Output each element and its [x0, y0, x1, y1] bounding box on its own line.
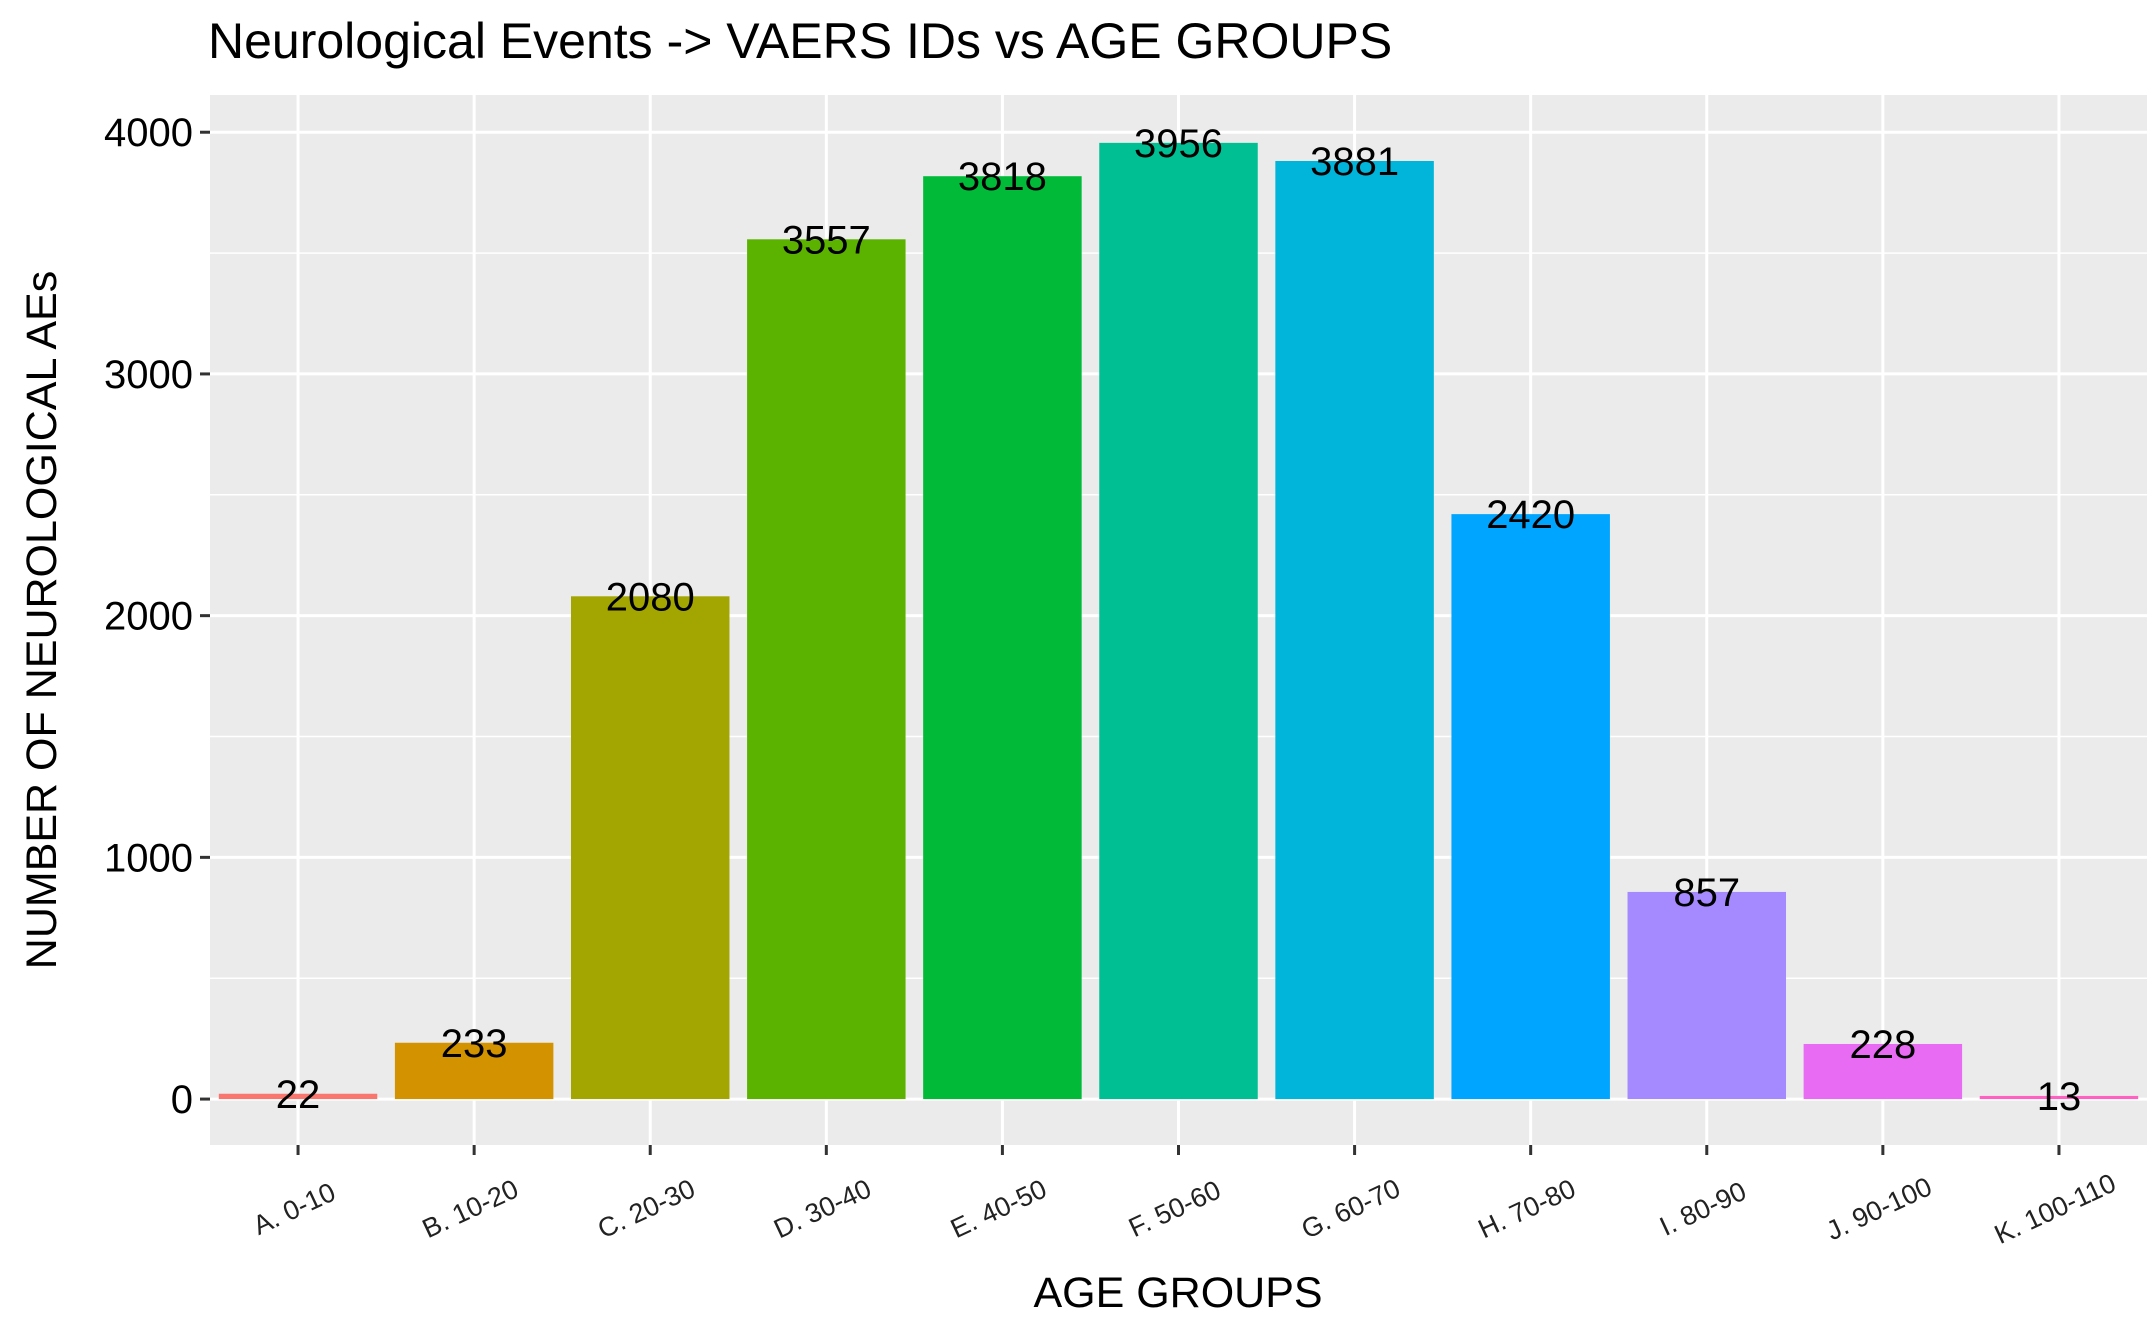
x-tick-label: C. 20-30 — [593, 1173, 700, 1244]
x-tick-label: I. 80-90 — [1655, 1176, 1751, 1242]
bar — [570, 596, 730, 1100]
x-tick-label: H. 70-80 — [1474, 1173, 1581, 1244]
x-tick-label: K. 100-110 — [1990, 1168, 2121, 1250]
bar — [218, 1093, 378, 1100]
bar — [1099, 142, 1258, 1100]
y-tick-label: 1000 — [104, 836, 193, 880]
x-tick-label: G. 60-70 — [1297, 1173, 1405, 1245]
y-tick-label: 0 — [171, 1078, 193, 1122]
bars — [218, 142, 2139, 1100]
bar-value-label: 2420 — [1486, 493, 1575, 537]
x-tick-label: A. 0-10 — [248, 1177, 340, 1241]
bar — [1979, 1095, 2139, 1100]
y-tick-label: 2000 — [104, 595, 193, 639]
y-axis-title: NUMBER OF NEUROLOGICAL AEs — [18, 271, 66, 969]
bar — [1275, 160, 1434, 1100]
y-axis: 0 1000 2000 3000 4000 — [104, 111, 210, 1122]
bar-value-label: 22 — [276, 1073, 321, 1117]
bar — [1451, 514, 1610, 1100]
bar-value-label: 3956 — [1134, 122, 1223, 166]
x-tick-label: F. 50-60 — [1124, 1175, 1225, 1243]
bar-value-label: 3881 — [1310, 140, 1399, 184]
x-axis: A. 0-10 B. 10-20 C. 20-30 D. 30-40 E. 40-50 F… — [248, 1145, 2120, 1250]
bar — [747, 239, 906, 1100]
bar-value-label: 2080 — [606, 575, 695, 619]
chart-title: Neurological Events -> VAERS IDs vs AGE … — [208, 13, 1392, 69]
data-labels: 22 233 2080 3557 3818 3956 3881 2420 857 228 13 — [276, 122, 2081, 1119]
bar — [394, 1042, 554, 1100]
bar-value-label: 228 — [1849, 1023, 1916, 1067]
y-tick-label: 3000 — [104, 353, 193, 397]
x-axis-title: AGE GROUPS — [1033, 1269, 1322, 1317]
bar-value-label: 3557 — [782, 218, 871, 262]
x-tick-label: E. 40-50 — [946, 1174, 1051, 1244]
x-tick-label: B. 10-20 — [418, 1174, 523, 1244]
bar — [1803, 1043, 1963, 1100]
x-tick-label: J. 90-100 — [1822, 1171, 1937, 1246]
x-tick-label: D. 30-40 — [769, 1173, 876, 1244]
bar — [1627, 891, 1787, 1100]
bar-value-label: 3818 — [958, 155, 1047, 199]
bar — [923, 176, 1082, 1100]
y-tick-label: 4000 — [104, 111, 193, 155]
bar-value-label: 233 — [441, 1022, 508, 1066]
bar-value-label: 857 — [1673, 871, 1740, 915]
bar-value-label: 13 — [2037, 1075, 2082, 1119]
